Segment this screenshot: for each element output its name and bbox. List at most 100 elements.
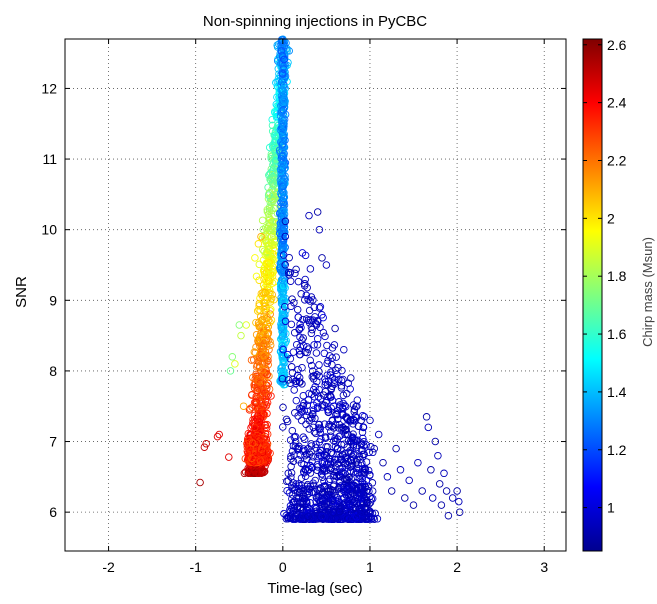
scatter-point (259, 434, 267, 443)
scatter-point (258, 216, 267, 225)
scatter-point (355, 489, 364, 497)
scatter-point (292, 265, 300, 274)
scatter-point (300, 281, 309, 290)
scatter-point (279, 148, 287, 157)
scatter-point (353, 469, 362, 477)
scatter-point (248, 454, 256, 462)
scatter-point (353, 396, 362, 404)
scatter-point (414, 458, 422, 467)
scatter-point (260, 351, 268, 360)
scatter-point (269, 169, 277, 177)
scatter-point (278, 209, 286, 217)
scatter-point (298, 336, 306, 344)
scatter-point (248, 403, 256, 411)
scatter-point (279, 70, 287, 78)
scatter-point (278, 46, 286, 55)
scatter-point (348, 433, 357, 441)
scatter-point (290, 386, 298, 394)
scatter-point (307, 329, 316, 338)
scatter-point (444, 511, 453, 520)
scatter-point (231, 360, 239, 368)
scatter-point (257, 232, 265, 241)
scatter-point (396, 466, 405, 474)
scatter-point (296, 350, 304, 359)
scatter-point (326, 460, 335, 468)
y-tick-label: 10 (41, 222, 57, 238)
scatter-point (263, 370, 271, 379)
colorbar-tick-label: 1.8 (607, 268, 627, 284)
scatter-point (261, 288, 269, 297)
scatter-point (308, 361, 316, 370)
scatter-point (278, 86, 287, 94)
scatter-point (254, 240, 263, 248)
scatter-point (284, 469, 293, 478)
scatter-point (256, 434, 265, 442)
scatter-point (330, 455, 339, 464)
scatter-point (268, 225, 276, 234)
scatter-point (289, 514, 298, 523)
scatter-point (320, 420, 329, 428)
scatter-point (343, 503, 352, 512)
x-tick-label: 3 (540, 559, 548, 575)
scatter-point (294, 313, 302, 321)
scatter-point (281, 317, 290, 326)
scatter-point (424, 423, 433, 432)
scatter-point (361, 503, 369, 512)
scatter-point (315, 304, 324, 312)
scatter-point (255, 406, 264, 415)
data-points (196, 35, 464, 523)
scatter-point (301, 251, 310, 260)
scatter-point (313, 341, 322, 349)
scatter-point (265, 276, 273, 285)
scatter-point (297, 416, 306, 425)
scatter-point (252, 398, 260, 407)
scatter-point (434, 451, 442, 460)
x-tick-label: 2 (453, 559, 461, 575)
scatter-point (327, 493, 336, 501)
scatter-point (356, 507, 365, 516)
scatter-point (279, 371, 288, 379)
scatter-point (295, 347, 304, 355)
scatter-point (244, 469, 253, 477)
scatter-point (279, 236, 288, 245)
scatter-point (333, 445, 342, 453)
scatter-point (281, 261, 289, 269)
scatter-point (303, 455, 311, 463)
scatter-point (285, 47, 293, 55)
scatter-point (251, 466, 259, 474)
scatter-point (387, 487, 396, 495)
scatter-point (290, 504, 298, 513)
scatter-point (302, 411, 311, 420)
scatter-point (250, 415, 259, 423)
scatter-point (242, 321, 250, 329)
scatter-point (324, 484, 332, 493)
scatter-point (359, 450, 367, 459)
scatter-point (343, 414, 351, 423)
scatter-point (336, 401, 344, 409)
scatter-point (263, 438, 271, 447)
scatter-point (306, 356, 314, 365)
scatter-point (259, 315, 267, 324)
scatter-point (316, 451, 324, 460)
scatter-point (315, 225, 324, 234)
scatter-point (226, 367, 235, 375)
scatter-point (357, 439, 366, 448)
scatter-point (278, 255, 286, 264)
colorbar-tick-label: 2.6 (607, 37, 627, 53)
scatter-point (362, 441, 370, 449)
y-tick-label: 6 (49, 504, 57, 520)
scatter-point (282, 415, 291, 424)
scatter-point (258, 466, 267, 475)
scatter-point (284, 513, 293, 522)
scatter-point (289, 457, 298, 466)
scatter-point (278, 246, 287, 255)
scatter-point (288, 447, 297, 456)
scatter-point (278, 286, 286, 294)
scatter-point (292, 396, 301, 405)
scatter-point (279, 345, 287, 354)
colorbar-tick-label: 1.4 (607, 384, 627, 400)
scatter-point (318, 467, 326, 475)
scatter-point (330, 437, 338, 445)
scatter-point (280, 310, 289, 319)
scatter-point (303, 343, 311, 351)
